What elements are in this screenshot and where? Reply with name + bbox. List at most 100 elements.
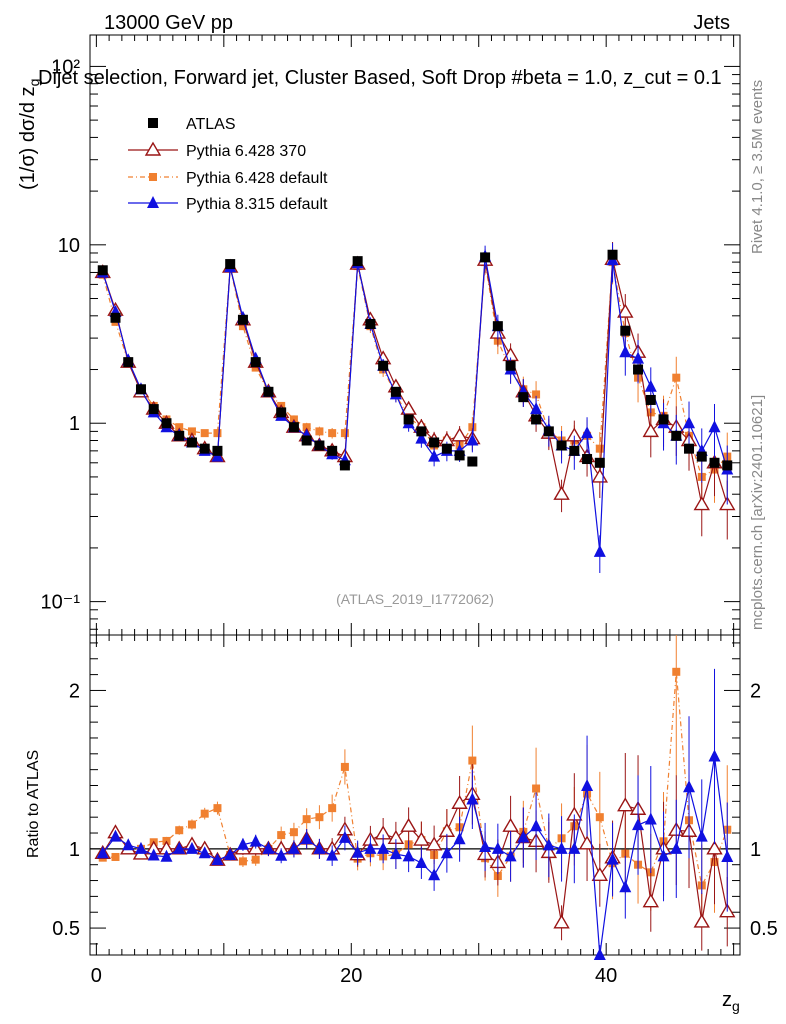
ratio-point [619, 880, 632, 893]
data-point [315, 427, 324, 436]
data-point [403, 414, 414, 425]
ratio-point [328, 804, 337, 813]
series-2 [98, 244, 732, 509]
data-point [428, 449, 441, 462]
data-point [237, 314, 248, 325]
y-tick-label-upper: 10² [51, 56, 80, 78]
data-point [709, 457, 720, 468]
site-label: mcplots.cern.ch [arXiv:2401.10621] [749, 395, 766, 630]
data-point [416, 426, 427, 437]
legend-entry-2: Pythia 6.428 default [128, 170, 328, 187]
data-point [400, 400, 417, 415]
data-point [123, 357, 134, 368]
data-point [213, 429, 222, 438]
ratio-point [466, 792, 479, 805]
data-point [429, 437, 440, 448]
ratio-point [517, 830, 530, 843]
ratio-point [491, 841, 504, 854]
data-point [518, 392, 529, 403]
ratio-point [111, 852, 120, 861]
y-tick-label-lower-right: 1 [750, 839, 761, 861]
legend-marker [144, 141, 162, 156]
data-point [390, 386, 401, 397]
ratio-point [644, 812, 657, 825]
ratio-point [553, 914, 570, 929]
data-point [619, 345, 632, 358]
data-point [451, 427, 468, 442]
data-point [556, 440, 567, 451]
data-point [276, 407, 287, 418]
legend-entry-0: ATLAS [148, 116, 236, 133]
legend-entry-1: Pythia 6.428 370 [128, 141, 306, 160]
ratio-point [96, 846, 109, 859]
data-point [632, 351, 645, 364]
data-point [187, 427, 196, 436]
ratio-point [502, 817, 519, 832]
data-point [617, 303, 634, 318]
data-point [671, 430, 682, 441]
ratio-point [695, 829, 708, 842]
series-line [102, 262, 728, 478]
category-label: Jets [693, 12, 730, 34]
series-line [102, 256, 728, 552]
ratio-point [224, 847, 237, 860]
y-axis-title-lower: Ratio to ATLAS [25, 750, 42, 858]
data-point [110, 312, 121, 323]
data-point [288, 422, 299, 433]
ratio-point [578, 835, 596, 850]
data-point [581, 426, 594, 439]
ratio-point [262, 841, 275, 854]
data-point [708, 420, 721, 433]
ratio-point [213, 804, 222, 813]
series-0 [97, 249, 733, 471]
data-point [238, 322, 247, 331]
ratio-point [504, 849, 517, 862]
data-point [607, 249, 618, 260]
legend-label: Pythia 6.428 370 [186, 143, 306, 160]
ratio-point [530, 819, 543, 832]
data-point [454, 450, 465, 461]
legend-label: Pythia 8.315 default [186, 196, 328, 213]
legend-label: ATLAS [186, 116, 236, 133]
ratio-point [122, 838, 135, 851]
ratio-point [277, 831, 286, 840]
ratio-point [591, 866, 609, 881]
ratio-point [173, 841, 186, 854]
series-line [102, 259, 728, 505]
data-point [696, 451, 707, 462]
ratio-point [300, 831, 313, 844]
ratio-point [532, 784, 541, 793]
y-tick-label-lower: 2 [69, 680, 80, 702]
legend-label: Pythia 6.428 default [186, 170, 328, 187]
y-tick-label-lower: 1 [69, 839, 80, 861]
ratio-point [606, 852, 619, 865]
data-point [569, 445, 580, 456]
data-point [200, 429, 209, 438]
data-point [339, 460, 350, 471]
ratio-point [642, 893, 660, 908]
data-point [672, 373, 681, 382]
legend-marker [147, 196, 159, 208]
series-3 [96, 242, 734, 573]
data-point [492, 321, 503, 332]
x-tick-label: 40 [595, 965, 617, 987]
ratio-series-2 [98, 635, 732, 927]
data-point [591, 468, 609, 483]
data-point [415, 431, 428, 444]
ratio-point [428, 868, 441, 881]
ratio-point [198, 846, 211, 859]
ratio-point [425, 836, 443, 851]
ratio-point [657, 849, 670, 862]
ratio-point [236, 837, 249, 850]
rivet-label: Rivet 4.1.0, ≥ 3.5M events [749, 80, 766, 254]
legend-marker [148, 118, 158, 128]
data-point [466, 433, 479, 446]
data-point [645, 394, 656, 405]
ratio-point [351, 845, 364, 858]
y-tick-label-lower: 0.5 [52, 918, 80, 940]
ratio-point [175, 826, 184, 835]
data-point [365, 318, 376, 329]
y-axis-title-upper: (1/σ) dσ/d zg [17, 79, 42, 190]
ratio-point [617, 797, 634, 812]
